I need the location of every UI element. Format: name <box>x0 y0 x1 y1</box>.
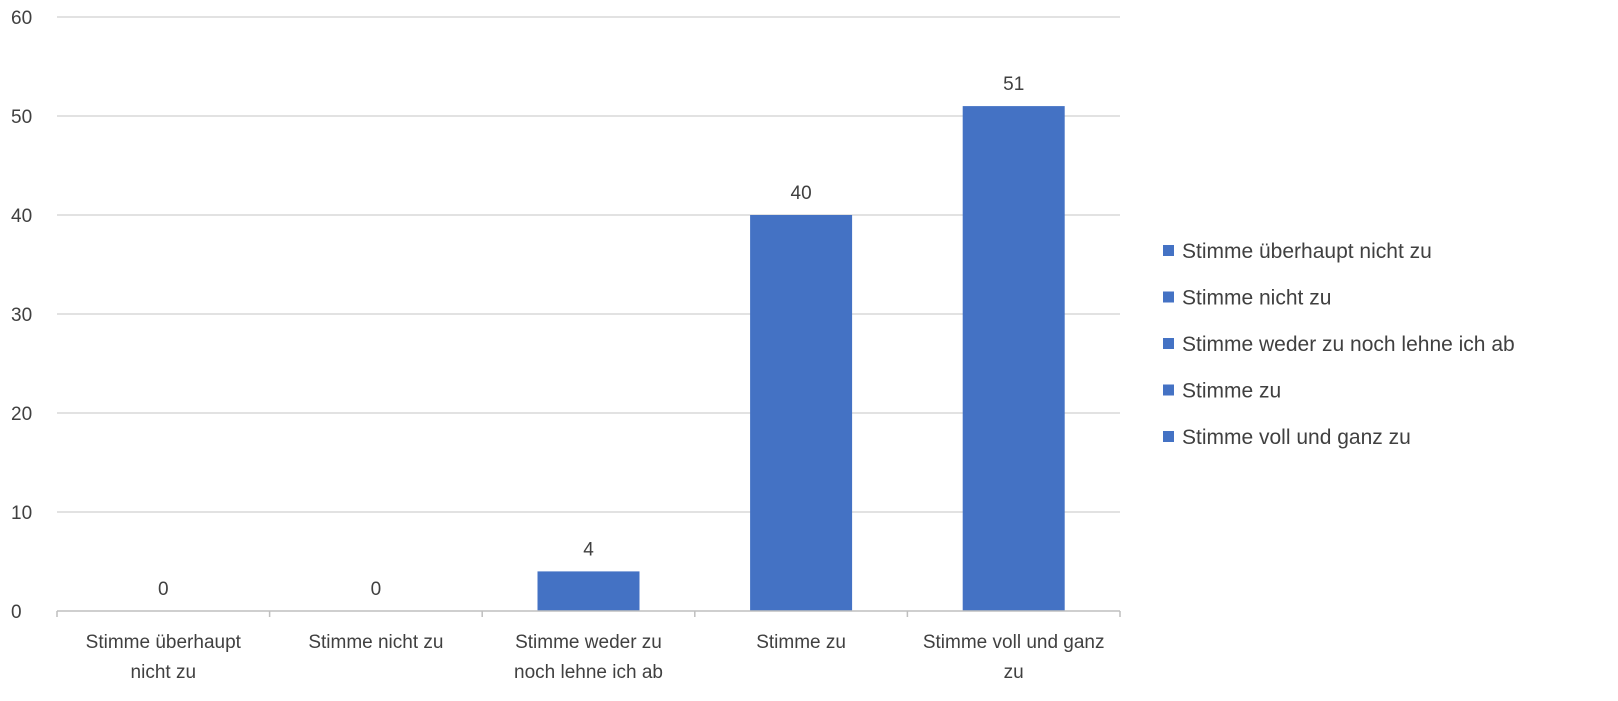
x-tick-label-line: Stimme zu <box>756 632 846 653</box>
data-label: 40 <box>791 183 812 204</box>
y-tick-label: 60 <box>11 8 32 29</box>
legend-entry: Stimme weder zu noch lehne ich ab <box>1182 333 1515 356</box>
x-tick-label-line: noch lehne ich ab <box>514 662 663 683</box>
gridlines <box>57 16 1120 513</box>
x-tick-label: Stimme weder zu noch lehne ich ab <box>514 632 663 683</box>
legend-swatch <box>1163 245 1174 256</box>
y-tick-label: 30 <box>11 305 32 326</box>
data-labels: 0 0 4 40 51 <box>158 74 1024 600</box>
x-tick-label: Stimme überhaupt nicht zu <box>86 632 242 683</box>
y-tick-label: 20 <box>11 404 32 425</box>
bar <box>962 106 1065 611</box>
x-tick-label-line: Stimme weder zu <box>515 632 662 653</box>
data-label: 0 <box>158 579 169 600</box>
data-label: 4 <box>583 539 594 560</box>
legend-entry: Stimme nicht zu <box>1182 287 1331 310</box>
bars <box>537 106 1065 611</box>
x-tick-label: Stimme voll und ganz zu <box>923 632 1105 683</box>
x-tick-label-line: zu <box>1004 662 1024 683</box>
legend-entry: Stimme zu <box>1182 380 1281 403</box>
x-tick-label: Stimme zu <box>756 632 846 653</box>
legend-entry: Stimme überhaupt nicht zu <box>1182 240 1432 263</box>
bar <box>750 215 853 611</box>
legend-swatch <box>1163 338 1174 349</box>
data-label: 51 <box>1003 74 1024 95</box>
legend-swatch <box>1163 291 1174 303</box>
x-tick-label-line: Stimme nicht zu <box>308 632 443 653</box>
x-axis-tick-labels: Stimme überhaupt nicht zu Stimme nicht zu S… <box>86 632 1105 683</box>
y-tick-label: 10 <box>11 503 32 524</box>
data-label: 0 <box>371 579 382 600</box>
bar <box>537 571 640 611</box>
x-tick-label-line: nicht zu <box>131 662 196 683</box>
x-tick-label: Stimme nicht zu <box>308 632 443 653</box>
y-axis-tick-labels: 0 10 20 30 40 50 60 <box>11 8 32 623</box>
legend-entry: Stimme voll und ganz zu <box>1182 426 1411 449</box>
x-axis <box>56 610 1121 617</box>
x-tick-label-line: Stimme voll und ganz <box>923 632 1105 653</box>
y-tick-label: 50 <box>11 107 32 128</box>
y-tick-label: 40 <box>11 206 32 227</box>
y-tick-label: 0 <box>11 602 22 623</box>
x-tick-label-line: Stimme überhaupt <box>86 632 242 653</box>
legend: Stimme überhaupt nicht zu Stimme nicht zu… <box>1163 240 1515 449</box>
legend-swatch <box>1163 384 1174 396</box>
legend-swatch <box>1163 431 1174 442</box>
